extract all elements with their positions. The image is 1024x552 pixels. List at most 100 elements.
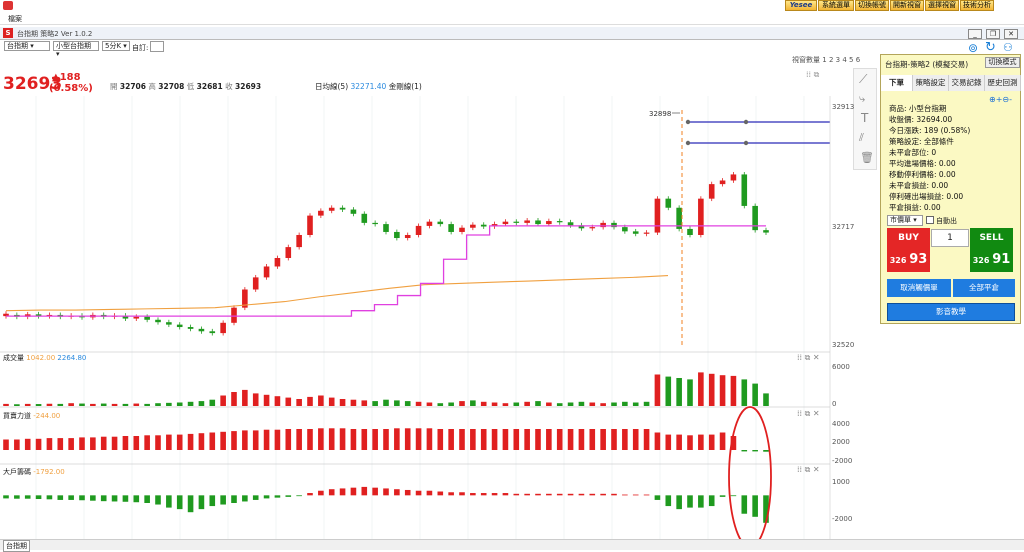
buy-button[interactable]: BUY 326 93 [887,228,930,272]
menu-select-window[interactable]: 選擇視窗 [925,0,959,11]
tab-trade-log[interactable]: 交易記錄 [949,75,985,91]
tab-strategy-settings[interactable]: 策略設定 [913,75,949,91]
big-player-chart[interactable] [3,486,769,523]
level-handle[interactable] [743,140,749,146]
bar [480,493,487,496]
bar [459,401,465,406]
candle [567,222,574,226]
big-tools-icon[interactable]: ⁞⁞ ⧉ ✕ [797,465,820,474]
volume-chart[interactable] [3,372,769,406]
quantity-input[interactable]: 1 [931,229,969,247]
bar [220,495,226,505]
signal-icon[interactable]: ⊚ [968,41,979,55]
symbol-select[interactable]: 台指期 ▾ [4,41,50,51]
ma-line [5,275,669,312]
window-count-4[interactable]: 4 [842,56,847,64]
candle [665,198,672,208]
level-handle[interactable] [685,140,691,146]
fan-tool-icon[interactable]: ⫽ [859,131,864,144]
bar [198,401,205,406]
auto-exit-checkbox[interactable] [926,216,934,224]
bar [448,492,454,496]
window-count-1[interactable]: 1 [822,56,827,64]
bar [209,432,216,450]
tab-backtest[interactable]: 歷史回測 [985,75,1021,91]
bar [318,395,324,406]
volume-tools-icon[interactable]: ⁞⁞ ⧉ ✕ [797,353,820,362]
bar [133,436,140,450]
bar [480,429,487,450]
candle [144,316,150,320]
restore-button[interactable]: ❐ [986,29,1000,39]
bar [480,401,487,406]
sell-button[interactable]: SELL 326 91 [970,228,1013,272]
level-handle[interactable] [685,119,691,125]
window-count-2[interactable]: 2 [828,56,834,64]
candle [231,307,237,323]
close-all-button[interactable]: 全部平倉 [953,279,1015,297]
window-count-5[interactable]: 5 [849,56,854,64]
brand-button[interactable]: Yesee [785,0,817,11]
info-line: 策略設定: 全部條件 [889,137,954,146]
cancel-trigger-button[interactable]: 取消觸價單 [887,279,951,297]
order-type-select[interactable]: 市價單 ▾ [887,215,923,226]
line-tool-icon[interactable]: ⟋ [859,72,868,86]
bar [111,495,118,502]
open-value: 32706 [119,82,146,91]
bar [198,495,205,510]
force-tools-icon[interactable]: ⁞⁞ ⧉ ✕ [797,409,820,418]
bar [763,450,769,452]
switch-mode-button[interactable]: 切換模式 [985,57,1020,68]
main-axis-label: 32913 [832,103,854,111]
interval-select[interactable]: 5分K ▾ [102,41,130,51]
bar [14,439,20,450]
bar [144,403,150,406]
force-header: 買賣力道 -244.00 [3,411,60,421]
bar [296,495,302,497]
bar [339,399,346,406]
main-chart[interactable] [3,172,769,336]
level-handle[interactable] [743,119,749,125]
candle [394,231,400,239]
bar [654,374,661,406]
window-count-3[interactable]: 3 [835,56,841,64]
bar [600,429,606,450]
big-header: 大戶籌碼 -1792.00 [3,467,65,477]
bar [155,403,161,406]
custom-input[interactable] [150,41,164,52]
main-chart-tools-icon[interactable]: ⁞⁞ ⧉ [806,70,820,79]
menu-switch-account[interactable]: 切換帳號 [855,0,889,11]
menu-new-window[interactable]: 開新視窗 [890,0,924,11]
volume-axis-label: 6000 [832,363,850,371]
menu-tech-analysis[interactable]: 技術分析 [960,0,994,11]
trash-icon[interactable]: 🗑 [860,151,874,164]
interval-value: 5分K [105,42,122,50]
main-axis-label: 32717 [832,223,854,231]
video-tutorial-button[interactable]: 影音教學 [887,303,1015,321]
candle [654,198,661,233]
bar [502,429,509,450]
force-chart[interactable] [3,428,769,452]
bar [763,393,769,406]
zoom-icons[interactable]: ⊕+⊖- [989,95,1012,104]
candle [209,331,216,334]
bar [100,436,107,450]
menu-file[interactable]: 檔案 [8,15,22,23]
tab-order[interactable]: 下單 [881,75,913,91]
close-button[interactable]: ✕ [1004,29,1018,39]
status-tab[interactable]: 台指期 [3,540,30,552]
window-count-6[interactable]: 6 [855,56,861,64]
product-select[interactable]: 小型台指期 ▾ [53,41,99,58]
candle [328,207,335,211]
minimize-button[interactable]: _ [968,29,982,39]
text-tool-icon[interactable]: T [861,111,869,125]
refresh-icon[interactable]: ↻ [985,40,996,55]
path-tool-icon[interactable]: ⤷ [859,92,866,105]
bar [122,403,129,406]
high-value: 32708 [158,82,185,91]
bar [459,429,465,450]
candle [426,221,433,226]
user-settings-icon[interactable]: ⚇ [1003,41,1013,54]
info-line: 商品: 小型台指期 [889,104,947,113]
menu-system-select[interactable]: 系統選單 [818,0,854,11]
